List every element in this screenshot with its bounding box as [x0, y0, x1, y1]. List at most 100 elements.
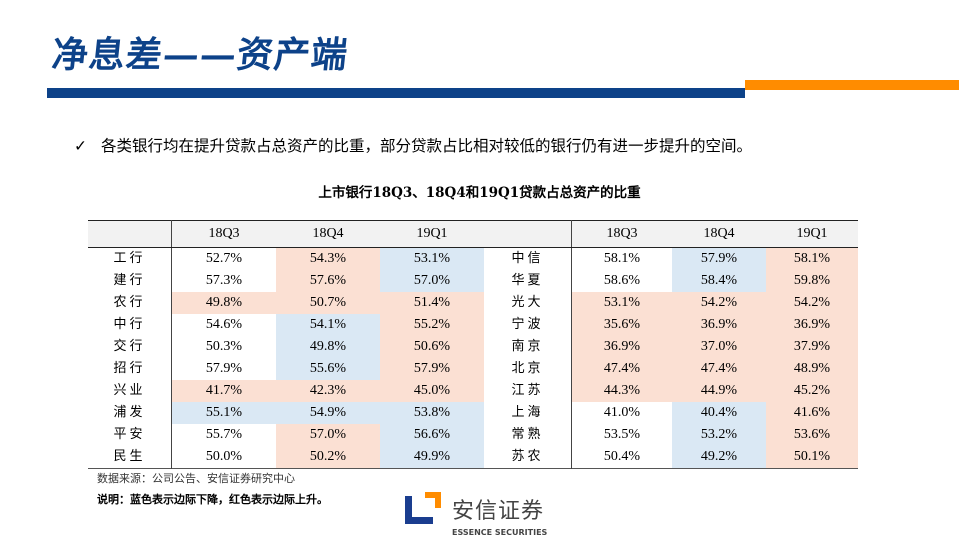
table-row: 招行 57.9% 55.6% 57.9% 北京 47.4% 47.4% 48.9%	[88, 358, 858, 380]
logo-text-cn: 安信证券	[452, 499, 545, 524]
checkmark-icon: ✓	[74, 137, 87, 155]
ratio-cell: 36.9%	[571, 336, 672, 358]
bullet-point: ✓ 各类银行均在提升贷款占总资产的比重，部分贷款占比相对较低的银行仍有进一步提升…	[74, 136, 752, 156]
ratio-cell: 59.8%	[766, 270, 858, 292]
bank-name: 工行	[88, 247, 172, 270]
bank-name: 浦发	[88, 402, 172, 424]
ratio-cell: 41.6%	[766, 402, 858, 424]
header-blank	[484, 220, 572, 248]
ratio-cell: 55.6%	[276, 358, 380, 380]
header-col: 18Q3	[171, 220, 276, 248]
ratio-cell: 50.7%	[276, 292, 380, 314]
ratio-cell: 58.4%	[672, 270, 766, 292]
table-row: 民生 50.0% 50.2% 49.9% 苏农 50.4% 49.2% 50.1%	[88, 446, 858, 469]
bank-name: 江苏	[484, 380, 572, 402]
ratio-cell: 40.4%	[672, 402, 766, 424]
ratio-cell: 58.1%	[603, 251, 641, 266]
loan-ratio-table: 18Q3 18Q4 19Q1 18Q3 18Q4 19Q1 工行 52.7% 54.…	[88, 220, 858, 469]
table-row: 浦发 55.1% 54.9% 53.8% 上海 41.0% 40.4% 41.6%	[88, 402, 858, 424]
title-underline-orange	[745, 80, 959, 90]
ratio-cell: 50.1%	[766, 446, 858, 469]
ratio-cell: 58.6%	[603, 273, 641, 288]
ratio-cell: 57.3%	[205, 273, 243, 288]
bank-name: 交行	[88, 336, 172, 358]
ratio-cell: 54.6%	[205, 317, 243, 332]
ratio-cell: 53.6%	[766, 424, 858, 446]
bank-name: 苏农	[484, 446, 572, 469]
header-col: 19Q1	[380, 220, 484, 248]
bank-name: 平安	[88, 424, 172, 446]
ratio-cell: 50.2%	[276, 446, 380, 469]
ratio-cell: 37.0%	[672, 336, 766, 358]
bank-name: 南京	[484, 336, 572, 358]
ratio-cell: 55.1%	[171, 402, 276, 424]
ratio-cell: 55.2%	[380, 314, 484, 336]
ratio-cell: 53.8%	[380, 402, 484, 424]
essence-logo-icon	[405, 492, 441, 524]
ratio-cell: 51.4%	[380, 292, 484, 314]
ratio-cell: 50.6%	[380, 336, 484, 358]
ratio-cell: 54.9%	[276, 402, 380, 424]
ratio-cell: 54.1%	[276, 314, 380, 336]
ratio-cell: 54.2%	[766, 292, 858, 314]
ratio-cell: 58.1%	[766, 247, 858, 270]
ratio-cell: 49.8%	[171, 292, 276, 314]
title-underline-blue	[47, 88, 745, 98]
bank-name: 光大	[484, 292, 572, 314]
ratio-cell: 49.9%	[380, 446, 484, 469]
color-note: 说明：蓝色表示边际下降，红色表示边际上升。	[97, 493, 328, 506]
bank-name: 兴业	[88, 380, 172, 402]
bank-name: 招行	[88, 358, 172, 380]
ratio-cell: 50.3%	[205, 339, 243, 354]
ratio-cell: 45.0%	[380, 380, 484, 402]
ratio-cell: 42.3%	[276, 380, 380, 402]
ratio-cell: 54.3%	[276, 247, 380, 270]
ratio-cell: 55.7%	[205, 427, 243, 442]
table-row: 建行 57.3% 57.6% 57.0% 华夏 58.6% 58.4% 59.8%	[88, 270, 858, 292]
ratio-cell: 53.1%	[571, 292, 672, 314]
ratio-cell: 41.7%	[171, 380, 276, 402]
ratio-cell: 50.4%	[603, 449, 641, 464]
bank-name: 北京	[484, 358, 572, 380]
ratio-cell: 56.6%	[380, 424, 484, 446]
header-col: 18Q3	[571, 220, 672, 248]
ratio-cell: 53.1%	[380, 247, 484, 270]
ratio-cell: 47.4%	[672, 358, 766, 380]
table-row: 中行 54.6% 54.1% 55.2% 宁波 35.6% 36.9% 36.9%	[88, 314, 858, 336]
table-row: 兴业 41.7% 42.3% 45.0% 江苏 44.3% 44.9% 45.2%	[88, 380, 858, 402]
bullet-text: 各类银行均在提升贷款占总资产的比重，部分贷款占比相对较低的银行仍有进一步提升的空…	[101, 137, 753, 155]
ratio-cell: 48.9%	[766, 358, 858, 380]
ratio-cell: 35.6%	[571, 314, 672, 336]
ratio-cell: 57.9%	[672, 247, 766, 270]
ratio-cell: 53.5%	[603, 427, 641, 442]
bank-name: 中信	[484, 247, 572, 270]
table-caption: 上市银行18Q3、18Q4和19Q1贷款占总资产的比重	[318, 185, 641, 201]
ratio-cell: 57.9%	[380, 358, 484, 380]
ratio-cell: 49.2%	[672, 446, 766, 469]
header-col: 19Q1	[766, 220, 858, 248]
ratio-cell: 57.0%	[380, 270, 484, 292]
bank-name: 华夏	[484, 270, 572, 292]
ratio-cell: 54.2%	[672, 292, 766, 314]
bank-name: 民生	[88, 446, 172, 469]
bank-name: 常熟	[484, 424, 572, 446]
header-col: 18Q4	[672, 220, 766, 248]
bank-name: 农行	[88, 292, 172, 314]
table-row: 农行 49.8% 50.7% 51.4% 光大 53.1% 54.2% 54.2%	[88, 292, 858, 314]
ratio-cell: 36.9%	[672, 314, 766, 336]
table-row: 工行 52.7% 54.3% 53.1% 中信 58.1% 57.9% 58.1%	[88, 247, 858, 270]
ratio-cell: 47.4%	[571, 358, 672, 380]
ratio-cell: 44.3%	[571, 380, 672, 402]
ratio-cell: 57.9%	[205, 361, 243, 376]
table-row: 平安 55.7% 57.0% 56.6% 常熟 53.5% 53.2% 53.6%	[88, 424, 858, 446]
ratio-cell: 52.7%	[205, 251, 243, 266]
table-row: 交行 50.3% 49.8% 50.6% 南京 36.9% 37.0% 37.9%	[88, 336, 858, 358]
ratio-cell: 45.2%	[766, 380, 858, 402]
ratio-cell: 36.9%	[766, 314, 858, 336]
table-header-row: 18Q3 18Q4 19Q1 18Q3 18Q4 19Q1	[88, 220, 858, 248]
bank-name: 上海	[484, 402, 572, 424]
ratio-cell: 57.6%	[276, 270, 380, 292]
bank-name: 中行	[88, 314, 172, 336]
header-col: 18Q4	[276, 220, 380, 248]
ratio-cell: 57.0%	[276, 424, 380, 446]
